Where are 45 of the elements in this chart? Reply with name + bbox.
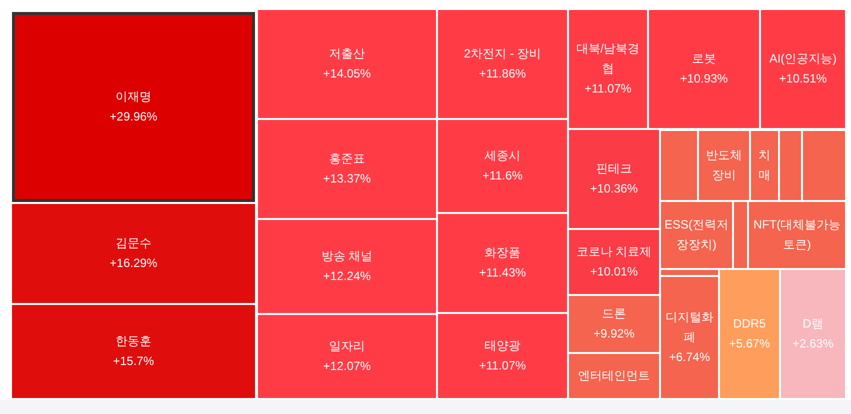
data-label: +6.74% [668,350,710,364]
category-label: 엔터테인먼트 [578,368,650,382]
data-label: +16.29% [110,256,158,270]
data-label: +29.96% [110,109,158,124]
category-label: 반도체 장비 [706,148,742,182]
data-label: +11.07% [479,358,526,372]
category-label: 로봇 [692,51,716,66]
data-label: +11.43% [479,265,526,280]
category-label: 태양광 [484,338,520,352]
category-label: 코로나 치료제 [576,244,652,258]
category-label: 핀테크 [596,161,632,176]
data-label: +10.36% [590,181,638,196]
category-label: 화장품 [484,245,520,260]
category-label: ESS(전력저장장치) [664,217,729,252]
category-label: NFT(대체불가능토큰) [753,217,841,252]
category-label: 한동훈 [116,334,152,348]
category-label: 저출산 [329,46,365,60]
data-label: +11.6% [482,168,523,182]
data-label: +5.67% [728,336,770,350]
category-label: 치매 [758,148,770,182]
category-label: 대북/남북경협 [576,41,640,76]
data-label: +14.05% [323,66,372,80]
category-label: 방송 채널 [321,248,373,263]
data-label: +15.7% [112,354,154,368]
category-label: 이재명 [116,89,152,104]
data-label: +10.51% [779,71,828,86]
category-label: AI(인공지능) [769,51,837,66]
data-label: +12.07% [323,358,372,373]
category-label: 홍준표 [329,151,365,166]
category-label: 디지털화폐 [666,310,714,344]
data-label: +2.63% [792,336,834,350]
data-label: +10.93% [680,71,728,86]
data-label: +13.37% [323,171,372,186]
data-label: +9.92% [593,326,635,340]
category-label: 드론 [602,306,626,320]
data-label: +11.07% [584,81,632,96]
category-label: 세종시 [484,148,520,162]
category-label: 일자리 [329,338,365,353]
category-label: DDR5 [733,316,766,330]
category-label: D램 [802,316,824,330]
data-label: +10.01% [590,264,638,278]
data-label: +11.86% [479,66,526,80]
data-label: +12.24% [323,268,372,283]
category-label: 김문수 [116,236,152,250]
category-label: 2차전지 - 장비 [464,46,542,60]
